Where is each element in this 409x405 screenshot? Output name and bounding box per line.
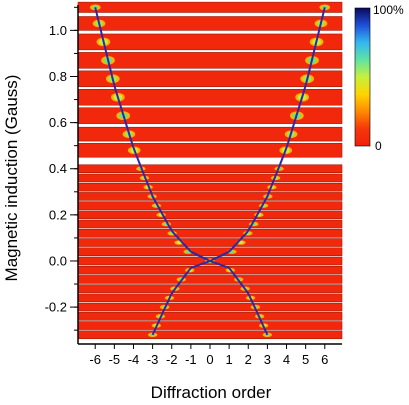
heatmap-row [77,275,343,284]
x-axis-title: Diffraction order [151,383,272,402]
heatmap-row [77,302,343,312]
heatmap-row [77,173,343,183]
x-tick-label: 5 [302,352,309,367]
heatmap-row [77,321,343,330]
x-tick-label: 1 [226,352,233,367]
x-tick-label: 4 [283,352,290,367]
spot-left [176,241,182,245]
heatmap-row [77,1,343,13]
heatmap-row [77,229,343,238]
heatmap-row [77,293,343,303]
x-tick-label: -2 [166,352,178,367]
heatmap-row [77,247,343,257]
y-tick-label: 0.0 [49,253,67,268]
y-tick-label: 1.0 [49,23,67,38]
x-tick-label: -1 [185,352,197,367]
heatmap-row [77,219,343,229]
y-tick-label: 0.2 [49,207,67,222]
colorbar-label-top: 100% [373,3,404,17]
fit-curve-lower [151,259,269,336]
heatmap-row [77,312,343,321]
heatmap-row [77,284,343,293]
heatmap-row [77,52,343,69]
x-tick-label: 0 [206,352,213,367]
heatmap-row [77,265,343,275]
heatmap-row [77,330,343,340]
x-tick-label: 3 [264,352,271,367]
heatmap-row [77,16,343,31]
heatmap-row [77,33,343,51]
colorbar-scale [354,7,371,147]
y-tick-label: 0.6 [49,115,67,130]
x-tick-label: -5 [109,352,121,367]
x-tick-label: -6 [89,352,101,367]
x-tick-label: -3 [147,352,159,367]
x-tick-label: -4 [128,352,140,367]
y-axis-title: Magnetic induction (Gauss) [2,75,21,282]
y-tick-label: -0.2 [45,300,67,315]
axes: -6 -5 -4 -3 -2 -1 0 1 2 3 4 5 6 -0.2 0.0 0.2 0.4 0.6 0.8 1.… [45,5,342,367]
y-tick-label: 0.4 [49,161,67,176]
heatmap-row [77,201,343,210]
spot-right [238,241,244,245]
colorbar-label-bottom: 0 [375,139,382,153]
heatmap-rows [77,1,343,340]
colorbar: 100% 0 [354,3,404,153]
heatmap-row [77,192,343,201]
heatmap-row [77,210,343,220]
heatmap-row [77,126,343,142]
fit-curves [94,7,326,336]
heatmap-row [77,238,343,247]
heatmap-row [77,182,343,192]
x-tick-label: 2 [245,352,252,367]
y-tick-label: 0.8 [49,69,67,84]
heatmap-row [77,164,343,174]
x-tick-label: 6 [321,352,328,367]
heatmap-row [77,143,343,158]
